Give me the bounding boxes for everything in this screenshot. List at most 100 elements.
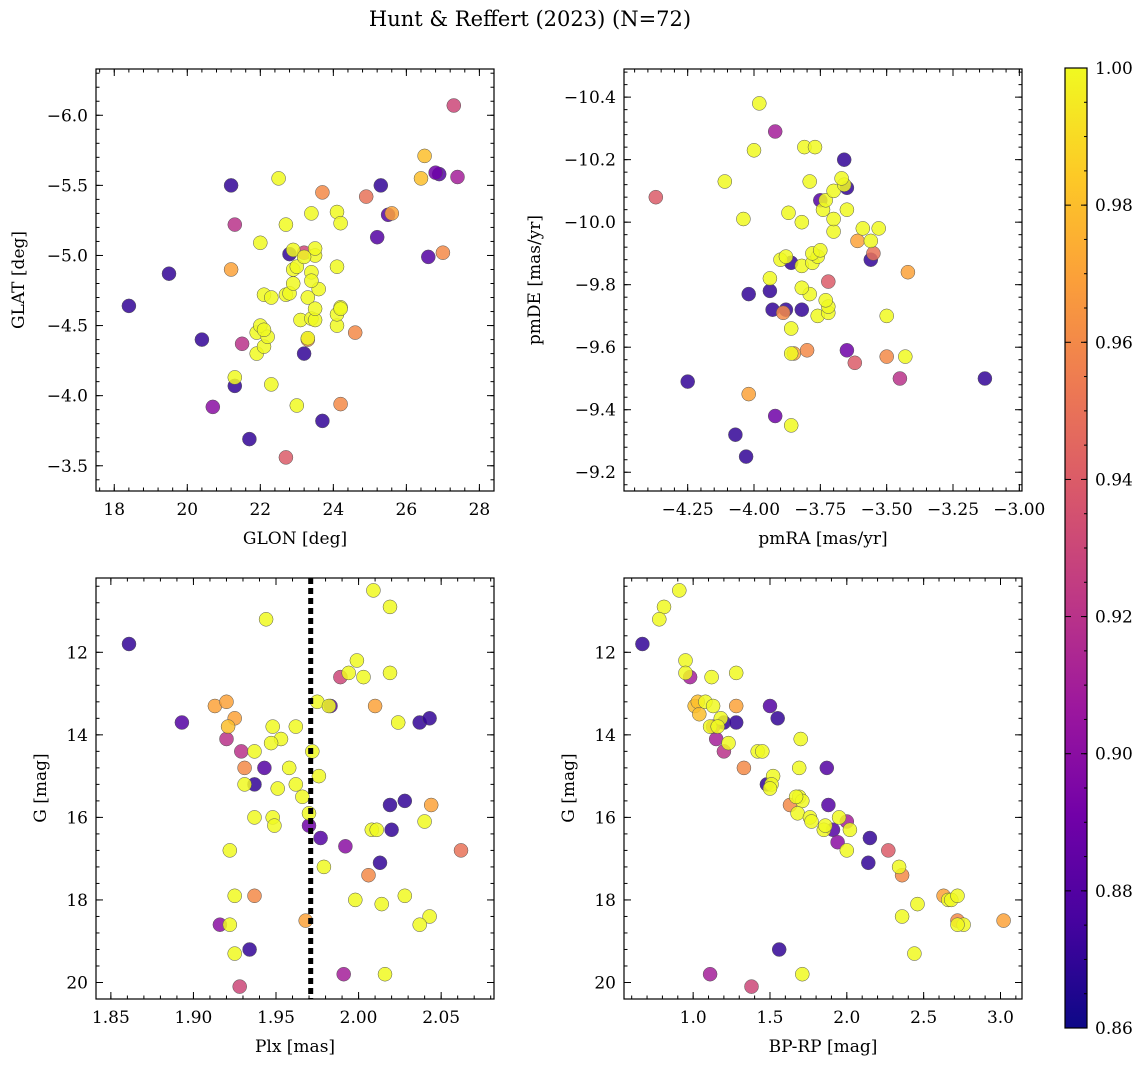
scatter-point: [871, 221, 886, 236]
scatter-point: [304, 206, 319, 221]
scatter-point: [222, 843, 238, 858]
scatter-point: [802, 174, 817, 189]
y-tick-label: −9.4: [575, 401, 616, 421]
plot-frame: [95, 68, 495, 492]
x-axis-label: GLON [deg]: [243, 529, 347, 549]
scatter-point: [234, 744, 249, 759]
scatter-point: [237, 760, 252, 776]
scatter-point: [778, 249, 794, 264]
scatter-point: [265, 719, 280, 734]
y-tick-label: 14: [594, 726, 616, 746]
y-tick-label: −4.0: [47, 387, 88, 407]
y-axis-label: G [mag]: [31, 753, 51, 822]
y-axis-label: pmDE [mas/yr]: [525, 215, 545, 345]
scatter-point: [839, 202, 855, 217]
scatter-point: [879, 349, 894, 364]
scatter-point: [315, 413, 330, 429]
scatter-point: [762, 271, 778, 286]
scatter-point: [377, 966, 393, 982]
x-tick-label: 1.95: [257, 1008, 295, 1028]
y-axis-label: G [mag]: [559, 753, 579, 822]
scatter-point: [121, 298, 137, 314]
x-tick-label: 1.0: [680, 1008, 707, 1028]
scatter-point: [736, 211, 751, 227]
y-tick-label: −3.5: [47, 457, 88, 477]
scatter-point: [281, 760, 297, 776]
scatter-point: [839, 343, 855, 358]
scatter-point: [253, 235, 268, 251]
scatter-point: [417, 148, 432, 164]
scatter-point: [349, 653, 365, 668]
y-tick-label: −10.0: [564, 213, 616, 233]
y-tick-label: 16: [594, 808, 616, 828]
scatter-point: [271, 171, 286, 186]
x-tick-label: 2.0: [833, 1008, 860, 1028]
scatter-point: [821, 274, 836, 289]
scatter-point: [446, 98, 462, 113]
scatter-point: [950, 917, 965, 932]
scatter-point: [258, 612, 274, 627]
scatter-point: [813, 243, 828, 258]
colorbar-ticks: 0.86 0.88 0.90 0.92 0.94 0.96 0.98 1.00: [1065, 59, 1133, 1039]
plot-frame: [623, 68, 1023, 492]
colorbar: 0.86 0.88 0.90 0.92 0.94 0.96 0.98 1.00: [1064, 59, 1133, 1039]
scatter-point: [367, 698, 383, 714]
scatter-point: [728, 715, 744, 730]
scatter-point: [315, 185, 330, 200]
x-tick-label: −4.00: [728, 500, 780, 520]
plot-frame: [95, 577, 495, 1000]
scatter-point: [242, 942, 257, 957]
scatter-point: [384, 206, 400, 221]
scatter-point: [300, 330, 316, 346]
scatter-point: [247, 744, 262, 759]
colorbar-tick-label: 0.96: [1095, 333, 1133, 353]
scatter-point: [288, 777, 304, 792]
scatter-point: [220, 719, 236, 734]
scatter-point: [794, 302, 810, 317]
scatter-point: [257, 760, 272, 776]
scatter-point: [863, 233, 879, 249]
scatter-point: [372, 855, 388, 871]
scatter-point: [263, 735, 279, 751]
scatter-point: [227, 217, 243, 232]
scatter-point: [311, 768, 327, 784]
scatter-point: [417, 814, 432, 829]
scatter-point: [237, 777, 252, 792]
scatter-point: [194, 332, 210, 347]
figure-title: Hunt & Reffert (2023) (N=72): [369, 7, 691, 31]
x-axis-label: BP-RP [mag]: [769, 1037, 878, 1057]
axis-ticks: 18 20 22 24 26 28 −3.5 −4.0 −4.5 −5.0 −5.5 −6.0: [47, 69, 495, 520]
scatter-point: [767, 408, 783, 424]
scatter-point: [223, 262, 239, 277]
scatter-point: [450, 169, 465, 185]
x-tick-label: −3.25: [927, 500, 979, 520]
y-axis-label: GLAT [deg]: [9, 231, 29, 329]
scatter-point: [288, 719, 304, 734]
y-tick-label: −5.5: [47, 176, 88, 196]
scatter-point: [413, 171, 429, 186]
scatter-point: [347, 325, 363, 340]
y-tick-label: 20: [594, 973, 616, 993]
scatter-point: [830, 834, 845, 850]
scatter-point: [422, 909, 437, 924]
scatter-point: [891, 859, 907, 875]
scatter-point: [794, 280, 810, 296]
scatter-point: [428, 165, 443, 180]
scatter-point: [728, 698, 744, 714]
scatter-point: [950, 888, 965, 904]
y-tick-label: −9.6: [575, 338, 616, 358]
scatter-point: [219, 731, 234, 747]
scatter-point: [247, 888, 262, 904]
scatter-point: [818, 818, 833, 833]
scatter-point: [879, 308, 894, 324]
scatter-points: [121, 583, 469, 994]
y-tick-label: −6.0: [47, 106, 88, 126]
scatter-point: [278, 450, 294, 465]
scatter-point: [847, 355, 863, 371]
scatter-point: [374, 896, 389, 912]
scatter-point: [321, 698, 337, 714]
scatter-point: [270, 781, 285, 796]
scatter-point: [174, 715, 190, 730]
scatter-point: [336, 966, 351, 982]
scatter-point: [996, 913, 1011, 928]
